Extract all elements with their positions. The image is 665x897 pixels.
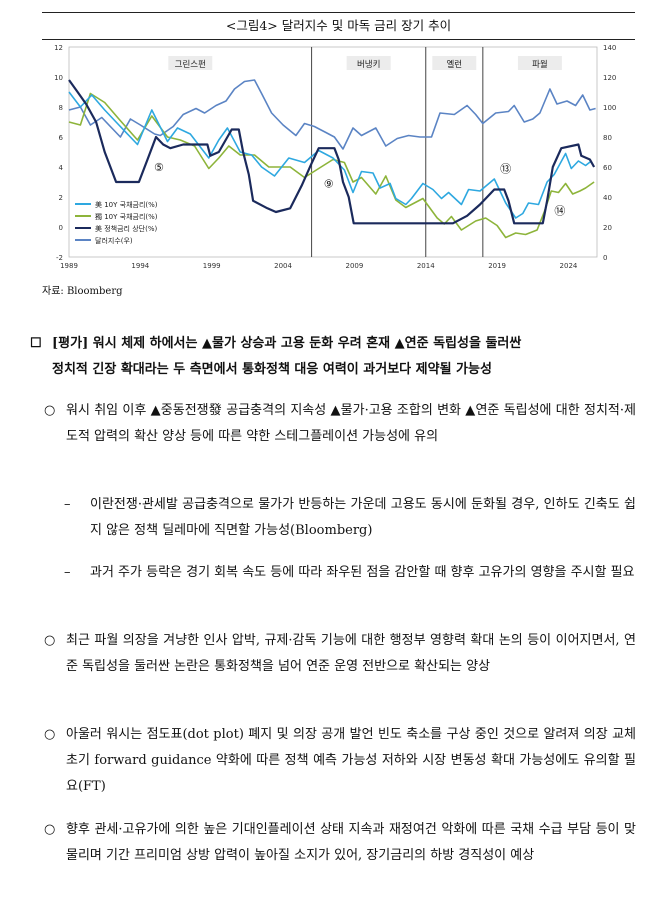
era-label-box [432, 56, 477, 70]
y-tick-label-left: 0 [59, 224, 63, 232]
annotation-marker: ⑭ [554, 205, 565, 218]
circle-bullet-icon: ○ [44, 403, 56, 418]
list-item-text: 아울러 워시는 점도표(dot plot) 폐지 및 의장 공개 발언 빈도 축… [66, 727, 636, 794]
checkbox-square-icon: ☐ [30, 336, 42, 351]
dash-bullet-icon: – [64, 565, 71, 580]
annotation-marker: ⑨ [324, 178, 334, 191]
y-tick-label-left: 10 [54, 74, 63, 82]
era-label: 버냉키 [357, 59, 380, 70]
era-label-box [346, 56, 391, 70]
header-line-2: 정치적 긴장 확대라는 두 측면에서 통화정책 대응 여력이 과거보다 제약될 … [52, 362, 492, 377]
legend-label: 달러지수(우) [95, 236, 133, 245]
annotation-marker: ⑤ [154, 161, 164, 174]
x-tick-label: 1994 [131, 262, 149, 270]
header-line-1: [평가] 워시 체제 하에서는 ▲물가 상승과 고용 둔화 우려 혼재 ▲연준 … [52, 336, 522, 351]
list-item-text: 워시 취임 이후 ▲중동전쟁發 공급충격의 지속성 ▲물가·고용 조합의 변화 … [66, 403, 636, 444]
y-tick-label-left: 8 [59, 104, 63, 112]
legend-label: 獨 10Y 국채금리(%) [95, 212, 158, 221]
list-item-text: 이란전쟁·관세발 공급충격으로 물가가 반등하는 가운데 고용도 동시에 둔화될… [90, 497, 636, 538]
list-item-text: 향후 관세·고유가에 의한 높은 기대인플레이션 상태 지속과 재정여건 악화에… [66, 822, 636, 863]
circle-bullet-icon: ○ [44, 633, 56, 648]
annotation-marker: ⑬ [500, 163, 511, 176]
era-label-box [168, 56, 213, 70]
y-tick-label-right: 140 [603, 44, 616, 52]
list-item: ○ 아울러 워시는 점도표(dot plot) 폐지 및 의장 공개 발언 빈도… [44, 722, 636, 800]
series-line [68, 79, 596, 225]
list-item-text: 과거 주가 등락은 경기 회복 속도 등에 따라 좌우된 점을 감안할 때 향후… [90, 565, 635, 580]
x-tick-label: 2009 [345, 262, 363, 270]
y-tick-label-left: -2 [56, 254, 63, 262]
legend-label: 美 정책금리 상단(%) [95, 224, 157, 233]
chart: 그린스펀 버냉키 옐런 파월121086420-2140120100806040200… [54, 44, 616, 270]
y-tick-label-left: 4 [59, 164, 64, 172]
dash-bullet-icon: – [64, 497, 71, 512]
era-label: 그린스펀 [175, 59, 206, 70]
era-label: 파월 [532, 59, 548, 70]
figure-source: 자료: Bloomberg [42, 286, 123, 297]
x-tick-label: 2014 [417, 262, 435, 270]
x-tick-label: 2019 [488, 262, 506, 270]
y-tick-label-right: 100 [603, 104, 616, 112]
plot-area [68, 46, 598, 258]
y-tick-label-left: 6 [59, 134, 64, 142]
legend-label: 美 10Y 국채금리(%) [95, 200, 158, 209]
x-tick-label: 2024 [560, 262, 578, 270]
list-item: ○ 워시 취임 이후 ▲중동전쟁發 공급충격의 지속성 ▲물가·고용 조합의 변… [44, 398, 636, 450]
y-tick-label-right: 40 [603, 194, 612, 202]
y-tick-label-left: 2 [59, 194, 63, 202]
era-label-box [517, 56, 562, 70]
list-item: ○ 최근 파월 의장을 겨냥한 인사 압박, 규제·감독 기능에 대한 행정부 … [44, 628, 636, 680]
x-tick-label: 2004 [274, 262, 292, 270]
list-item-text: 최근 파월 의장을 겨냥한 인사 압박, 규제·감독 기능에 대한 행정부 영향… [66, 633, 636, 674]
header-bullet: ☐ [평가] 워시 체제 하에서는 ▲물가 상승과 고용 둔화 우려 혼재 ▲연… [30, 331, 635, 383]
x-tick-label: 1999 [203, 262, 221, 270]
era-label: 옐런 [446, 59, 462, 70]
y-tick-label-right: 120 [603, 74, 616, 82]
y-tick-label-left: 12 [54, 44, 63, 52]
circle-bullet-icon: ○ [44, 822, 56, 837]
y-tick-label-right: 0 [603, 254, 607, 262]
x-tick-label: 1989 [60, 262, 78, 270]
circle-bullet-icon: ○ [44, 727, 56, 742]
series-line [68, 91, 592, 219]
list-item: – 이란전쟁·관세발 공급충격으로 물가가 반등하는 가운데 고용도 동시에 둔… [64, 492, 636, 544]
y-tick-label-right: 20 [603, 224, 612, 232]
series-line [68, 79, 596, 150]
y-tick-label-right: 80 [603, 134, 612, 142]
figure: <그림4> 달러지수 및 마독 금리 장기 추이 그린스펀 버냉키 옐런 파월 12 10… [42, 12, 635, 280]
y-tick-label-right: 60 [603, 164, 612, 172]
list-item: – 과거 주가 등락은 경기 회복 속도 등에 따라 좌우된 점을 감안할 때 … [64, 560, 636, 586]
list-item: ○ 향후 관세·고유가에 의한 높은 기대인플레이션 상태 지속과 재정여건 악… [44, 817, 636, 869]
figure-title: <그림4> 달러지수 및 마독 금리 장기 추이 [42, 12, 635, 40]
